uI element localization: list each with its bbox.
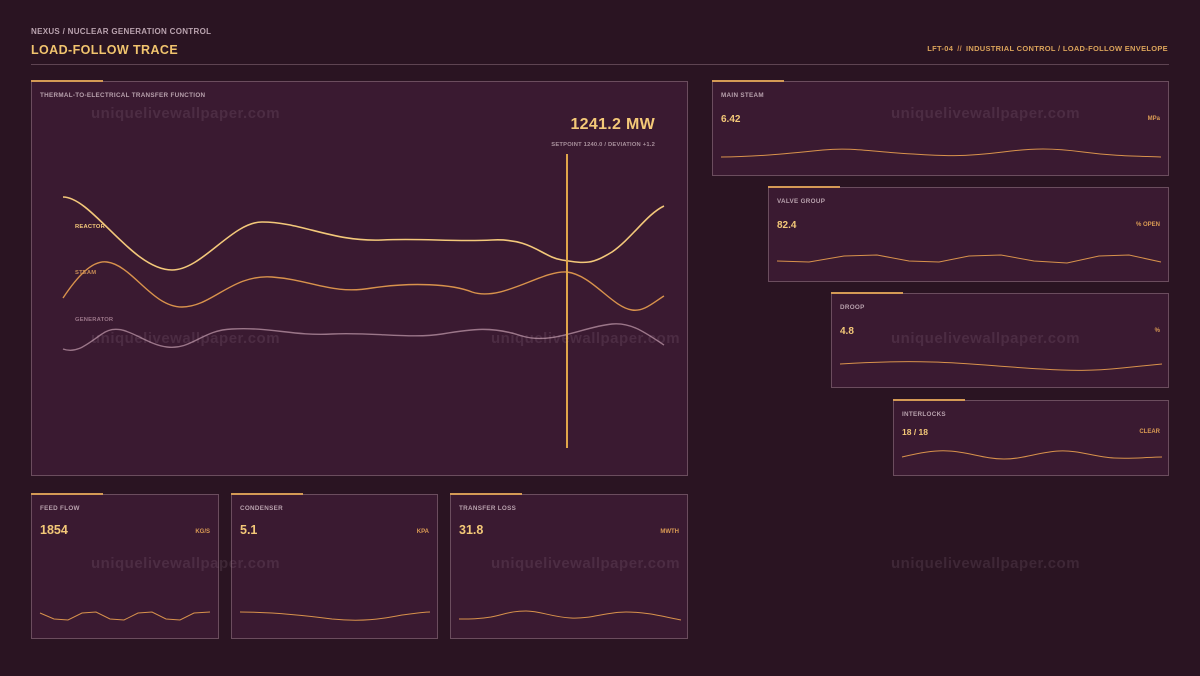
panel-label: INTERLOCKS [902, 411, 946, 418]
feed-flow-panel[interactable]: FEED FLOW 1854 KG/S [31, 493, 219, 639]
droop-panel[interactable]: DROOP 4.8 % [831, 292, 1169, 388]
metric-unit: KG/S [195, 529, 210, 535]
watermark: uniquelivewallpaper.com [491, 555, 681, 572]
trace-id: LFT-04 [927, 44, 954, 53]
reactor-label: REACTOR [75, 224, 105, 230]
panel-accent [712, 80, 784, 82]
metric-unit: % OPEN [1135, 222, 1160, 228]
transfer-function-panel: THERMAL-TO-ELECTRICAL TRANSFER FUNCTION … [31, 80, 688, 476]
sparkline [839, 361, 1163, 371]
breadcrumb: NEXUS / NUCLEAR GENERATION CONTROL [31, 27, 212, 36]
main-steam-panel[interactable]: MAIN STEAM 6.42 MPa [712, 80, 1169, 176]
generator-trace [62, 323, 665, 351]
panel-label: FEED FLOW [40, 505, 80, 512]
watermark: uniquelivewallpaper.com [91, 555, 281, 572]
panel-accent [893, 399, 965, 401]
panel-label: DROOP [840, 304, 865, 311]
separator: // [957, 44, 962, 53]
metric-value: 82.4 [777, 220, 797, 231]
panel-accent [31, 493, 103, 495]
valve-group-panel[interactable]: VALVE GROUP 82.4 % OPEN [768, 186, 1169, 282]
metric-value: 4.8 [840, 326, 854, 337]
watermark: uniquelivewallpaper.com [891, 330, 1081, 347]
setpoint-deviation: SETPOINT 1240.0 / DEVIATION +1.2 [551, 142, 655, 148]
metric-unit: KPA [416, 529, 429, 535]
sparkline [39, 611, 211, 621]
metric-unit: MPa [1147, 116, 1160, 122]
header-context: LFT-04//INDUSTRIAL CONTROL / LOAD-FOLLOW… [927, 44, 1168, 53]
panel-label: TRANSFER LOSS [459, 505, 517, 512]
watermark: uniquelivewallpaper.com [91, 105, 281, 122]
sparkline [239, 611, 431, 621]
panel-label: VALVE GROUP [777, 198, 826, 205]
metric-value: 18 / 18 [902, 427, 928, 437]
watermark: uniquelivewallpaper.com [891, 555, 1081, 572]
panel-accent [450, 493, 522, 495]
steam-label: STEAM [75, 270, 97, 276]
metric-value: 31.8 [459, 523, 484, 537]
sparkline [720, 148, 1162, 158]
panel-accent [831, 292, 903, 294]
generator-label: GENERATOR [75, 317, 114, 323]
steam-trace [62, 261, 665, 311]
output-power-readout: 1241.2 MW [570, 116, 655, 133]
metric-unit: % [1154, 328, 1160, 334]
context-label: INDUSTRIAL CONTROL / LOAD-FOLLOW ENVELOP… [965, 44, 1168, 53]
watermark: uniquelivewallpaper.com [91, 330, 281, 347]
watermark: uniquelivewallpaper.com [891, 105, 1081, 122]
metric-unit: MWTH [660, 529, 679, 535]
sparkline [901, 450, 1163, 460]
watermark: uniquelivewallpaper.com [491, 330, 681, 347]
header-divider [31, 64, 1169, 65]
metric-unit: CLEAR [1139, 429, 1160, 435]
condenser-panel[interactable]: CONDENSER 5.1 KPA [231, 493, 438, 639]
metric-value: 1854 [40, 523, 68, 537]
transfer-loss-panel[interactable]: TRANSFER LOSS 31.8 MWTH [450, 493, 688, 639]
panel-label: MAIN STEAM [721, 92, 764, 99]
sparkline [458, 610, 682, 621]
trace-chart [62, 154, 665, 448]
panel-accent [768, 186, 840, 188]
page-title: LOAD-FOLLOW TRACE [31, 43, 179, 57]
reactor-trace [62, 196, 665, 271]
metric-value: 6.42 [721, 114, 741, 125]
panel-label: THERMAL-TO-ELECTRICAL TRANSFER FUNCTION [40, 92, 206, 99]
panel-accent [231, 493, 303, 495]
panel-accent [31, 80, 103, 82]
panel-label: CONDENSER [240, 505, 283, 512]
interlocks-panel[interactable]: INTERLOCKS 18 / 18 CLEAR [893, 399, 1169, 476]
metric-value: 5.1 [240, 523, 258, 537]
sparkline [776, 254, 1162, 264]
